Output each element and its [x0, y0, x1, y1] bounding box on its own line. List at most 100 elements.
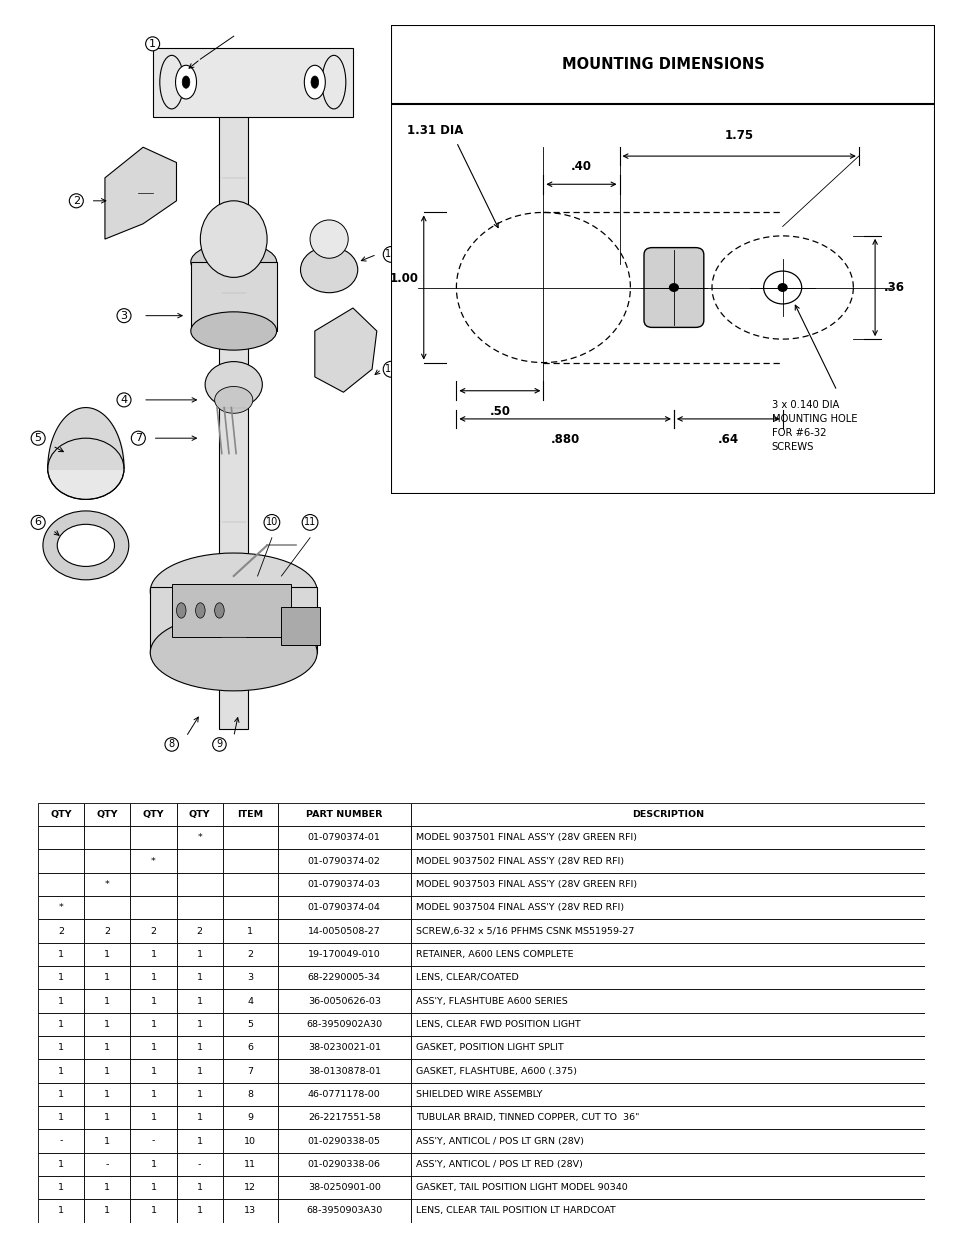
Circle shape — [182, 77, 190, 88]
Text: 3 x 0.140 DIA
MOUNTING HOLE
FOR #6-32
SCREWS: 3 x 0.140 DIA MOUNTING HOLE FOR #6-32 SC… — [771, 400, 857, 452]
Bar — [131, 989, 176, 1013]
Bar — [38, 1152, 84, 1176]
Text: 1: 1 — [196, 1113, 202, 1123]
Bar — [411, 1152, 924, 1176]
Bar — [222, 1176, 277, 1199]
Text: 1: 1 — [58, 1044, 64, 1052]
Text: GASKET, FLASHTUBE, A600 (.375): GASKET, FLASHTUBE, A600 (.375) — [416, 1067, 577, 1076]
Text: LENS, CLEAR FWD POSITION LIGHT: LENS, CLEAR FWD POSITION LIGHT — [416, 1020, 580, 1029]
Text: 1: 1 — [196, 1136, 202, 1146]
Bar — [222, 1107, 277, 1129]
Text: 13: 13 — [385, 249, 396, 259]
Text: 1: 1 — [196, 1207, 202, 1215]
Text: GASKET, POSITION LIGHT SPLIT: GASKET, POSITION LIGHT SPLIT — [416, 1044, 563, 1052]
Bar — [38, 966, 84, 989]
Circle shape — [214, 603, 224, 619]
Circle shape — [669, 284, 678, 291]
Text: 10: 10 — [266, 517, 277, 527]
Text: 68-3950902A30: 68-3950902A30 — [306, 1020, 382, 1029]
Polygon shape — [314, 308, 376, 393]
Text: .64: .64 — [717, 433, 738, 446]
Bar — [84, 1013, 131, 1036]
Bar — [131, 850, 176, 873]
Text: 1: 1 — [58, 1020, 64, 1029]
Bar — [191, 262, 276, 331]
Text: 1.31 DIA: 1.31 DIA — [407, 125, 463, 137]
Text: .36: .36 — [882, 282, 903, 294]
Bar — [176, 873, 222, 897]
Bar — [277, 1199, 411, 1223]
Circle shape — [311, 77, 318, 88]
Bar — [38, 919, 84, 942]
Bar — [84, 919, 131, 942]
Bar — [131, 966, 176, 989]
Bar — [222, 873, 277, 897]
Text: 4: 4 — [120, 395, 128, 405]
Ellipse shape — [160, 56, 184, 109]
Bar — [176, 1107, 222, 1129]
Text: .40: .40 — [570, 159, 592, 173]
Text: 01-0790374-02: 01-0790374-02 — [308, 857, 380, 866]
Text: 11: 11 — [244, 1160, 256, 1168]
Bar — [131, 942, 176, 966]
Bar — [38, 1013, 84, 1036]
Bar — [38, 803, 84, 826]
Bar — [131, 1152, 176, 1176]
Bar — [84, 1107, 131, 1129]
Circle shape — [195, 603, 205, 619]
Bar — [222, 1129, 277, 1152]
Bar — [277, 1083, 411, 1107]
Bar — [411, 1107, 924, 1129]
Bar — [84, 1176, 131, 1199]
Ellipse shape — [151, 553, 317, 630]
Text: 1: 1 — [58, 1067, 64, 1076]
Bar — [84, 1060, 131, 1083]
Bar — [222, 850, 277, 873]
Bar — [151, 588, 317, 652]
Bar — [277, 966, 411, 989]
Text: SCREW,6-32 x 5/16 PFHMS CSNK MS51959-27: SCREW,6-32 x 5/16 PFHMS CSNK MS51959-27 — [416, 926, 634, 936]
Bar — [411, 1176, 924, 1199]
Text: 2: 2 — [196, 926, 202, 936]
Text: PART NUMBER: PART NUMBER — [306, 810, 382, 819]
Text: 1.75: 1.75 — [724, 128, 753, 142]
Bar — [411, 826, 924, 850]
Bar — [411, 942, 924, 966]
Bar — [222, 919, 277, 942]
Bar — [176, 989, 222, 1013]
Bar — [277, 803, 411, 826]
Text: 2: 2 — [247, 950, 253, 958]
Bar — [84, 1199, 131, 1223]
Circle shape — [304, 65, 325, 99]
Bar — [281, 606, 319, 645]
Bar — [176, 1036, 222, 1060]
Text: 1: 1 — [151, 1044, 156, 1052]
Bar — [38, 1199, 84, 1223]
Text: 38-0230021-01: 38-0230021-01 — [308, 1044, 380, 1052]
Text: 01-0790374-03: 01-0790374-03 — [308, 879, 380, 889]
Text: 1: 1 — [104, 973, 111, 982]
Bar — [38, 850, 84, 873]
Text: ASS'Y, ANTICOL / POS LT RED (28V): ASS'Y, ANTICOL / POS LT RED (28V) — [416, 1160, 582, 1168]
Bar — [277, 942, 411, 966]
Text: 1: 1 — [151, 1067, 156, 1076]
Bar — [131, 1129, 176, 1152]
Ellipse shape — [321, 56, 345, 109]
Text: 7: 7 — [134, 433, 142, 443]
Bar — [38, 942, 84, 966]
Text: 1: 1 — [58, 1207, 64, 1215]
Text: DESCRIPTION: DESCRIPTION — [631, 810, 703, 819]
Text: .50: .50 — [489, 405, 510, 417]
Text: 6: 6 — [34, 517, 42, 527]
Text: 1: 1 — [104, 1207, 111, 1215]
Bar — [222, 1152, 277, 1176]
Text: 1: 1 — [58, 973, 64, 982]
Bar — [277, 826, 411, 850]
Text: 13: 13 — [244, 1207, 256, 1215]
Bar — [176, 1060, 222, 1083]
Bar — [411, 850, 924, 873]
Text: 1: 1 — [151, 1183, 156, 1192]
Text: LENS, CLEAR TAIL POSITION LT HARDCOAT: LENS, CLEAR TAIL POSITION LT HARDCOAT — [416, 1207, 616, 1215]
Bar — [222, 803, 277, 826]
Text: 8: 8 — [247, 1089, 253, 1099]
